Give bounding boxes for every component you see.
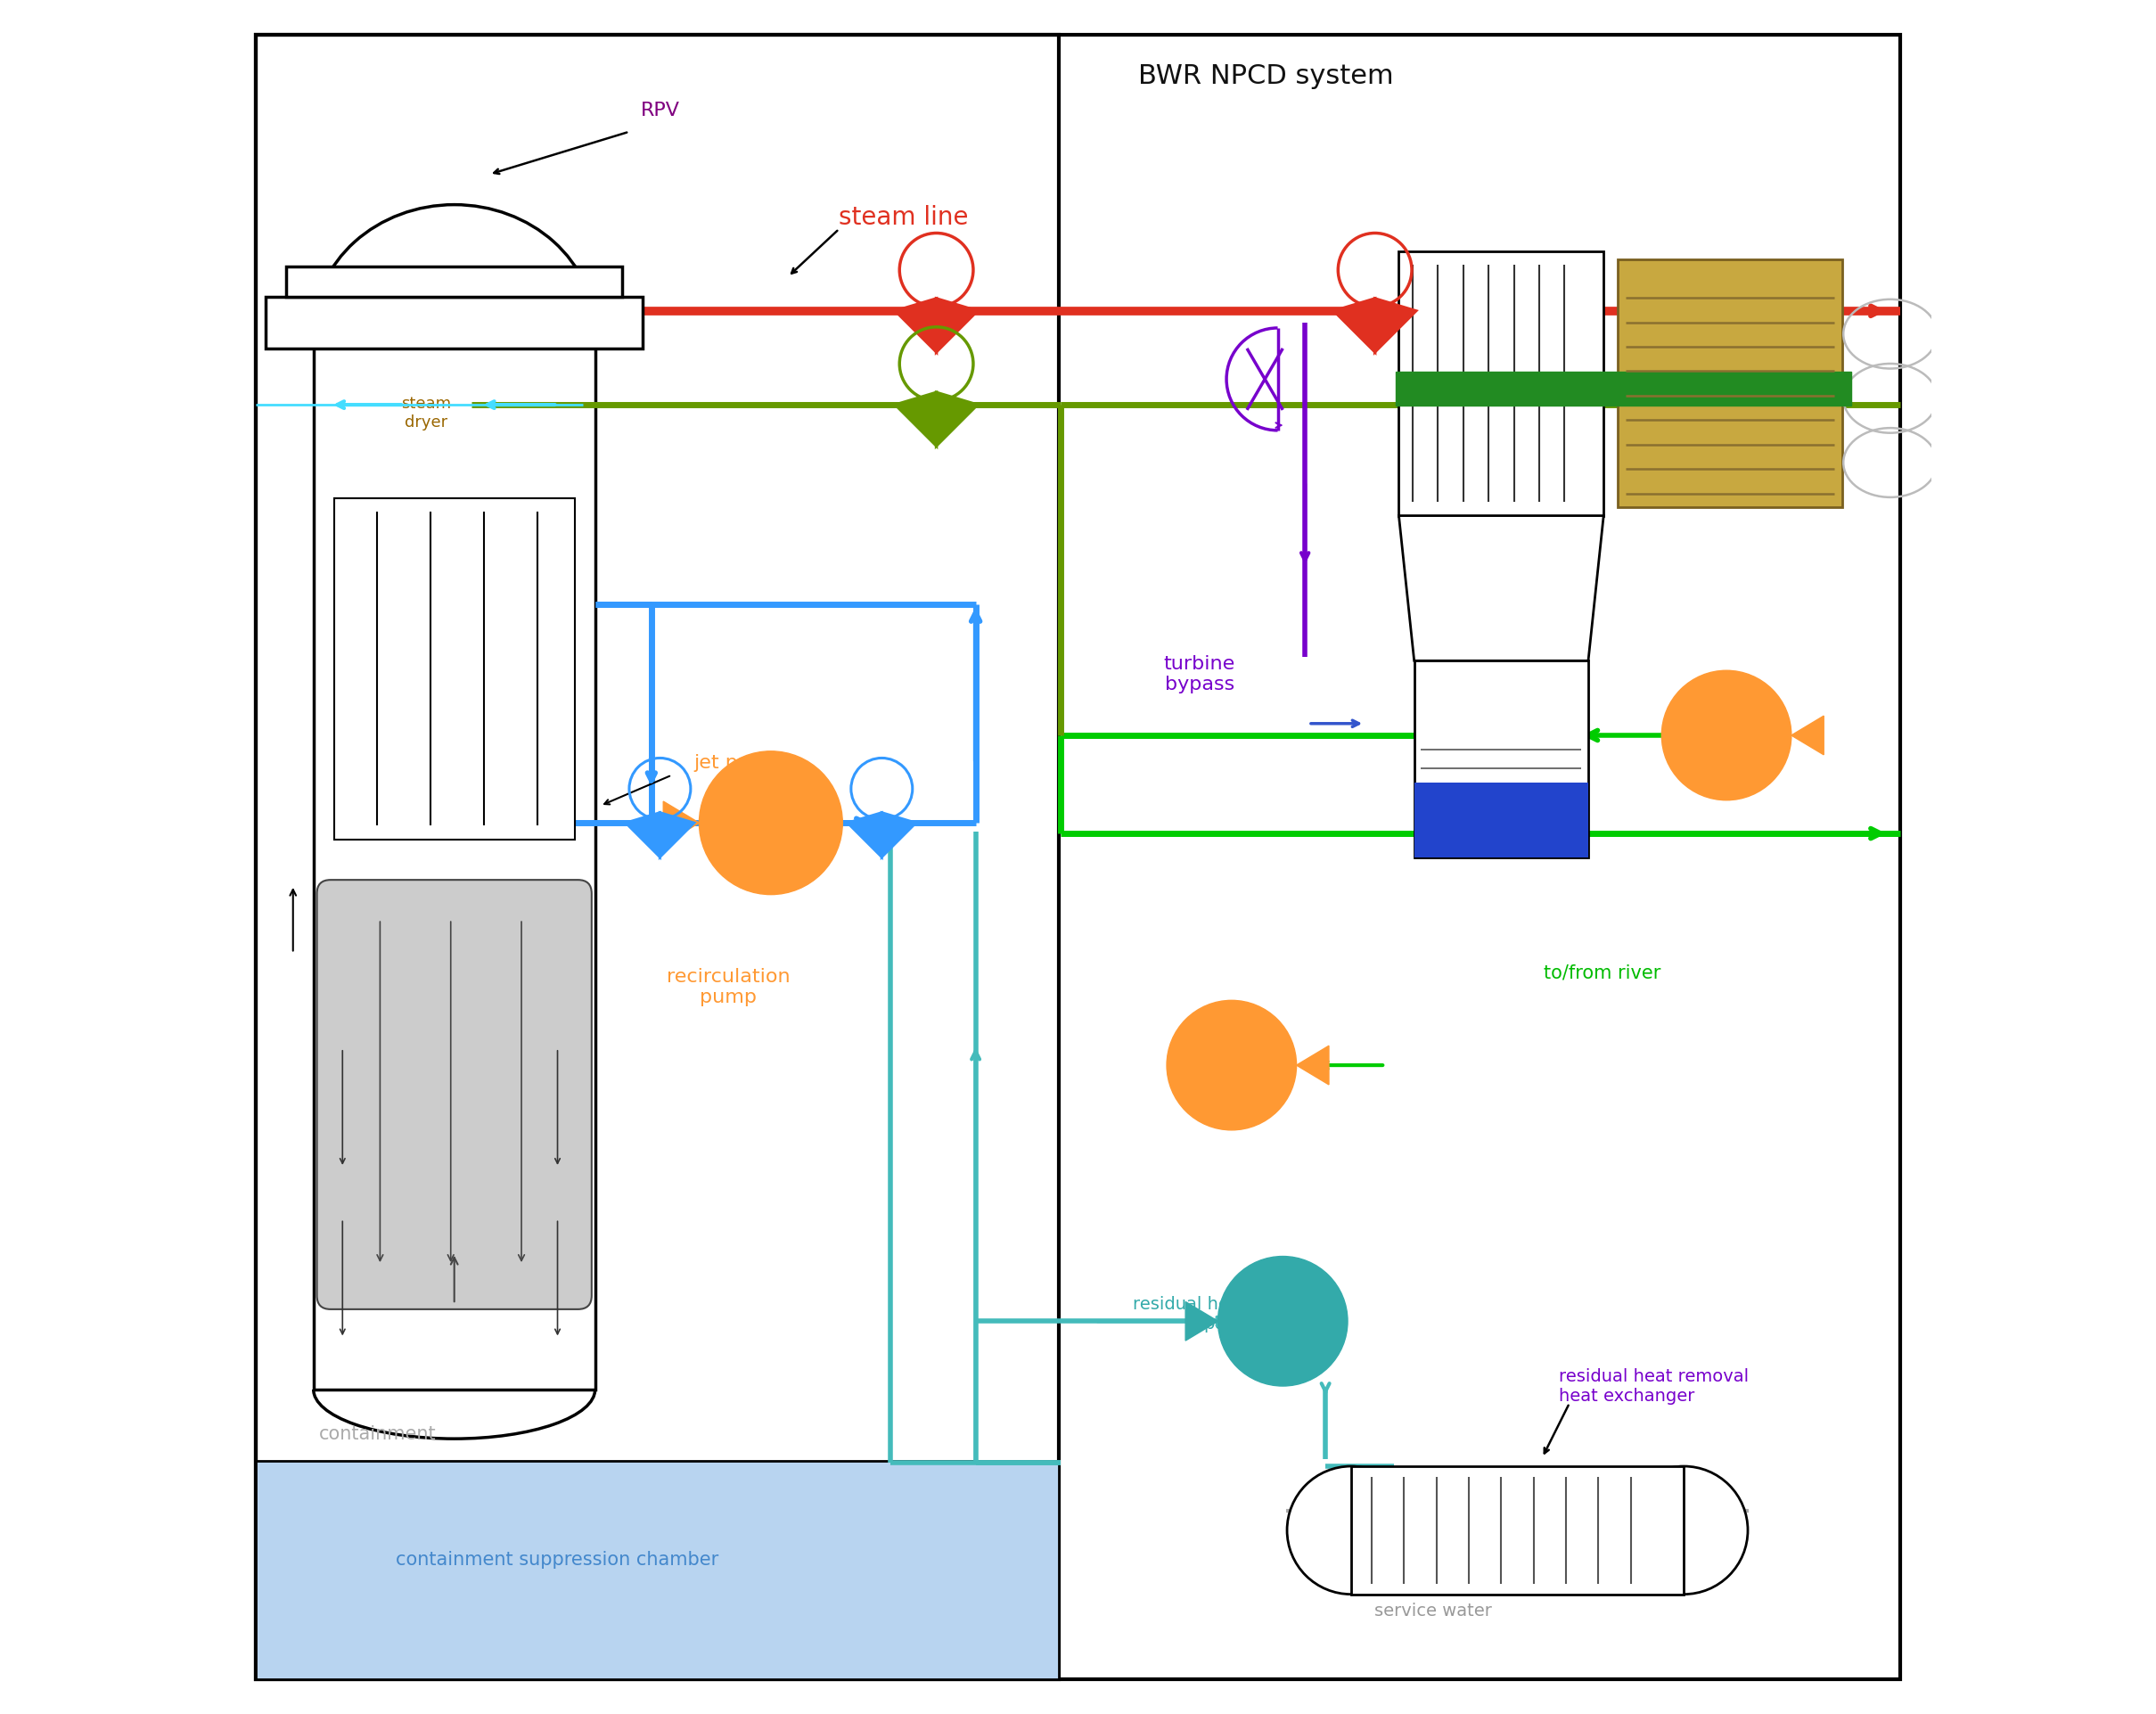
Polygon shape <box>664 802 699 845</box>
Polygon shape <box>1296 1046 1328 1085</box>
Polygon shape <box>895 298 936 351</box>
Text: BWR NPCD system: BWR NPCD system <box>1138 63 1393 89</box>
Text: BWR
core: BWR core <box>386 727 438 766</box>
FancyBboxPatch shape <box>317 879 591 1309</box>
Polygon shape <box>847 812 882 857</box>
Text: jet pump: jet pump <box>694 754 783 771</box>
Bar <box>1617 261 1843 507</box>
Polygon shape <box>895 393 936 446</box>
Polygon shape <box>882 812 916 857</box>
Text: steam
dryer: steam dryer <box>401 396 451 430</box>
Text: containment: containment <box>319 1424 436 1443</box>
Bar <box>334 499 576 840</box>
Text: containment suppression chamber: containment suppression chamber <box>397 1551 718 1568</box>
Text: turbine
bypass: turbine bypass <box>1164 655 1235 694</box>
Text: steam line: steam line <box>839 204 968 230</box>
Bar <box>313 331 595 1390</box>
Polygon shape <box>1792 716 1824 754</box>
Polygon shape <box>936 393 977 446</box>
Text: condenser: condenser <box>1475 836 1578 854</box>
Text: recirculation
pump: recirculation pump <box>666 968 789 1006</box>
Text: residual heat removal
pump: residual heat removal pump <box>1134 1296 1324 1332</box>
Text: RPV: RPV <box>640 101 679 120</box>
Bar <box>1414 660 1589 857</box>
Polygon shape <box>936 298 977 351</box>
Bar <box>265 297 642 348</box>
Bar <box>1414 782 1589 857</box>
Polygon shape <box>1335 298 1376 351</box>
Polygon shape <box>625 812 660 857</box>
Text: to/from river: to/from river <box>1544 965 1660 982</box>
Polygon shape <box>660 812 694 857</box>
Circle shape <box>1619 1465 1749 1594</box>
Text: service water: service water <box>1373 1603 1492 1620</box>
Polygon shape <box>1186 1301 1218 1340</box>
Text: electric
generator: electric generator <box>1658 274 1744 310</box>
Polygon shape <box>1399 516 1604 660</box>
Bar <box>254 1460 1059 1680</box>
Circle shape <box>1662 670 1792 800</box>
Bar <box>1395 372 1852 406</box>
Circle shape <box>1218 1256 1348 1387</box>
Circle shape <box>699 751 843 895</box>
Bar <box>1399 252 1604 516</box>
Circle shape <box>1287 1465 1414 1594</box>
Bar <box>254 34 1059 1680</box>
Polygon shape <box>1376 298 1416 351</box>
Circle shape <box>1166 1001 1296 1130</box>
Bar <box>287 266 623 297</box>
Bar <box>1352 1465 1684 1594</box>
Text: residual heat removal
heat exchanger: residual heat removal heat exchanger <box>1559 1368 1749 1404</box>
